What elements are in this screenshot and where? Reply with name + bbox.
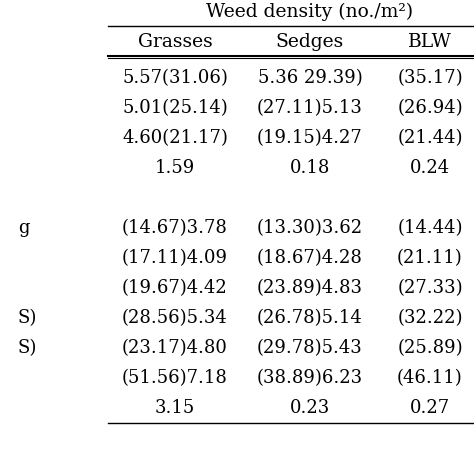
Text: 4.60(21.17): 4.60(21.17) bbox=[122, 129, 228, 147]
Text: 0.23: 0.23 bbox=[290, 399, 330, 417]
Text: (29.78)5.43: (29.78)5.43 bbox=[257, 339, 363, 357]
Text: (35.17): (35.17) bbox=[397, 69, 463, 87]
Text: 3.15: 3.15 bbox=[155, 399, 195, 417]
Text: 5.57(31.06): 5.57(31.06) bbox=[122, 69, 228, 87]
Text: (14.67)3.78: (14.67)3.78 bbox=[122, 219, 228, 237]
Text: S): S) bbox=[18, 309, 37, 327]
Text: (19.67)4.42: (19.67)4.42 bbox=[122, 279, 228, 297]
Text: (23.17)4.80: (23.17)4.80 bbox=[122, 339, 228, 357]
Text: (28.56)5.34: (28.56)5.34 bbox=[122, 309, 228, 327]
Text: 5.01(25.14): 5.01(25.14) bbox=[122, 99, 228, 117]
Text: (21.11): (21.11) bbox=[397, 249, 463, 267]
Text: (27.11)5.13: (27.11)5.13 bbox=[257, 99, 363, 117]
Text: 0.24: 0.24 bbox=[410, 159, 450, 177]
Text: (21.44): (21.44) bbox=[397, 129, 463, 147]
Text: 5.36 29.39): 5.36 29.39) bbox=[258, 69, 363, 87]
Text: (38.89)6.23: (38.89)6.23 bbox=[257, 369, 363, 387]
Text: 0.27: 0.27 bbox=[410, 399, 450, 417]
Text: Weed density (no./m²): Weed density (no./m²) bbox=[207, 3, 413, 21]
Text: (32.22): (32.22) bbox=[397, 309, 463, 327]
Text: Sedges: Sedges bbox=[276, 33, 344, 51]
Text: g: g bbox=[18, 219, 29, 237]
Text: (51.56)7.18: (51.56)7.18 bbox=[122, 369, 228, 387]
Text: (25.89): (25.89) bbox=[397, 339, 463, 357]
Text: Grasses: Grasses bbox=[137, 33, 212, 51]
Text: BLW: BLW bbox=[408, 33, 452, 51]
Text: (17.11)4.09: (17.11)4.09 bbox=[122, 249, 228, 267]
Text: (13.30)3.62: (13.30)3.62 bbox=[257, 219, 363, 237]
Text: 1.59: 1.59 bbox=[155, 159, 195, 177]
Text: (26.78)5.14: (26.78)5.14 bbox=[257, 309, 363, 327]
Text: (19.15)4.27: (19.15)4.27 bbox=[257, 129, 363, 147]
Text: S): S) bbox=[18, 339, 37, 357]
Text: (23.89)4.83: (23.89)4.83 bbox=[257, 279, 363, 297]
Text: (14.44): (14.44) bbox=[397, 219, 463, 237]
Text: (46.11): (46.11) bbox=[397, 369, 463, 387]
Text: (27.33): (27.33) bbox=[397, 279, 463, 297]
Text: (26.94): (26.94) bbox=[397, 99, 463, 117]
Text: (18.67)4.28: (18.67)4.28 bbox=[257, 249, 363, 267]
Text: 0.18: 0.18 bbox=[290, 159, 330, 177]
